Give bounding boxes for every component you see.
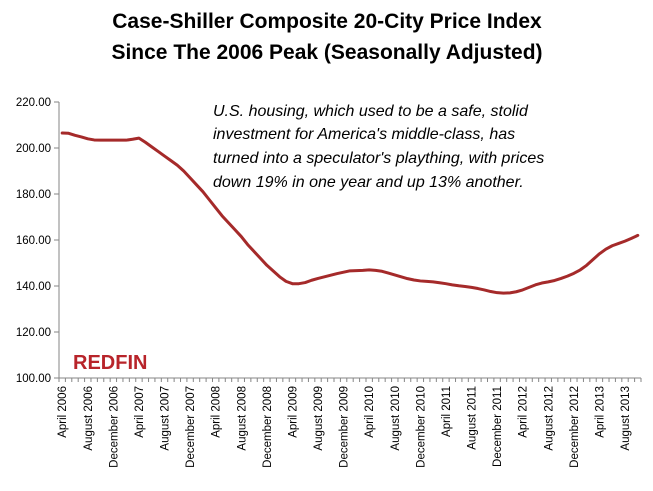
y-tick-label: 220.00 — [16, 97, 51, 109]
x-tick-label: April 2012 — [518, 386, 530, 438]
x-tick-label: April 2007 — [134, 386, 146, 438]
annotation-line: U.S. housing, which used to be a safe, s… — [213, 103, 529, 120]
y-axis: 100.00 120.00 140.00 160.00 180.00 200.00 220.… — [16, 97, 59, 385]
x-tick-label: April 2008 — [211, 386, 223, 438]
x-axis: April 2006 August 2006 December 2006 April … — [57, 378, 642, 468]
x-tick-label: August 2011 — [467, 386, 479, 450]
x-tick-label: August 2012 — [543, 386, 555, 451]
x-tick-label: December 2007 — [185, 386, 197, 468]
annotation-line: investment for America's middle-class, h… — [213, 126, 515, 143]
y-tick-label: 140.00 — [16, 281, 51, 293]
x-tick-label: April 2013 — [594, 386, 606, 438]
x-tick-label: December 2012 — [569, 386, 581, 468]
series-line — [60, 131, 640, 295]
x-tick-label: April 2010 — [364, 386, 376, 438]
x-tick-label: August 2007 — [160, 386, 172, 451]
x-tick-label: April 2009 — [287, 386, 299, 438]
x-tick-label: December 2008 — [262, 386, 274, 468]
x-tick-label: April 2011 — [441, 386, 453, 437]
x-tick-label: August 2010 — [390, 386, 402, 451]
y-tick-label: 180.00 — [16, 189, 51, 201]
chart-title-line-1: Case-Shiller Composite 20-City Price Ind… — [112, 10, 542, 33]
x-tick-label: April 2006 — [57, 386, 69, 438]
chart-title-line-2: Since The 2006 Peak (Seasonally Adjusted… — [111, 41, 542, 64]
logo-text: REDFIN — [73, 352, 147, 374]
x-tick-label: August 2009 — [313, 386, 325, 451]
x-tick-label: August 2006 — [83, 386, 95, 451]
x-tick-label: December 2011 — [492, 386, 504, 467]
x-tick-label: August 2013 — [620, 386, 632, 451]
y-tick-label: 100.00 — [16, 373, 51, 385]
x-tick-label: August 2008 — [236, 386, 248, 451]
annotation-text: U.S. housing, which used to be a safe, s… — [213, 103, 544, 191]
annotation-line: turned into a speculator's plaything, wi… — [213, 150, 544, 167]
y-tick-label: 120.00 — [16, 327, 51, 339]
x-tick-label: December 2009 — [339, 386, 351, 468]
redfin-logo: REDFIN — [73, 352, 147, 374]
x-tick-label: December 2006 — [108, 386, 120, 468]
y-tick-label: 200.00 — [16, 143, 51, 155]
x-tick-label: December 2010 — [415, 386, 427, 468]
annotation-line: down 19% in one year and up 13% another. — [213, 174, 524, 191]
y-tick-label: 160.00 — [16, 235, 51, 247]
